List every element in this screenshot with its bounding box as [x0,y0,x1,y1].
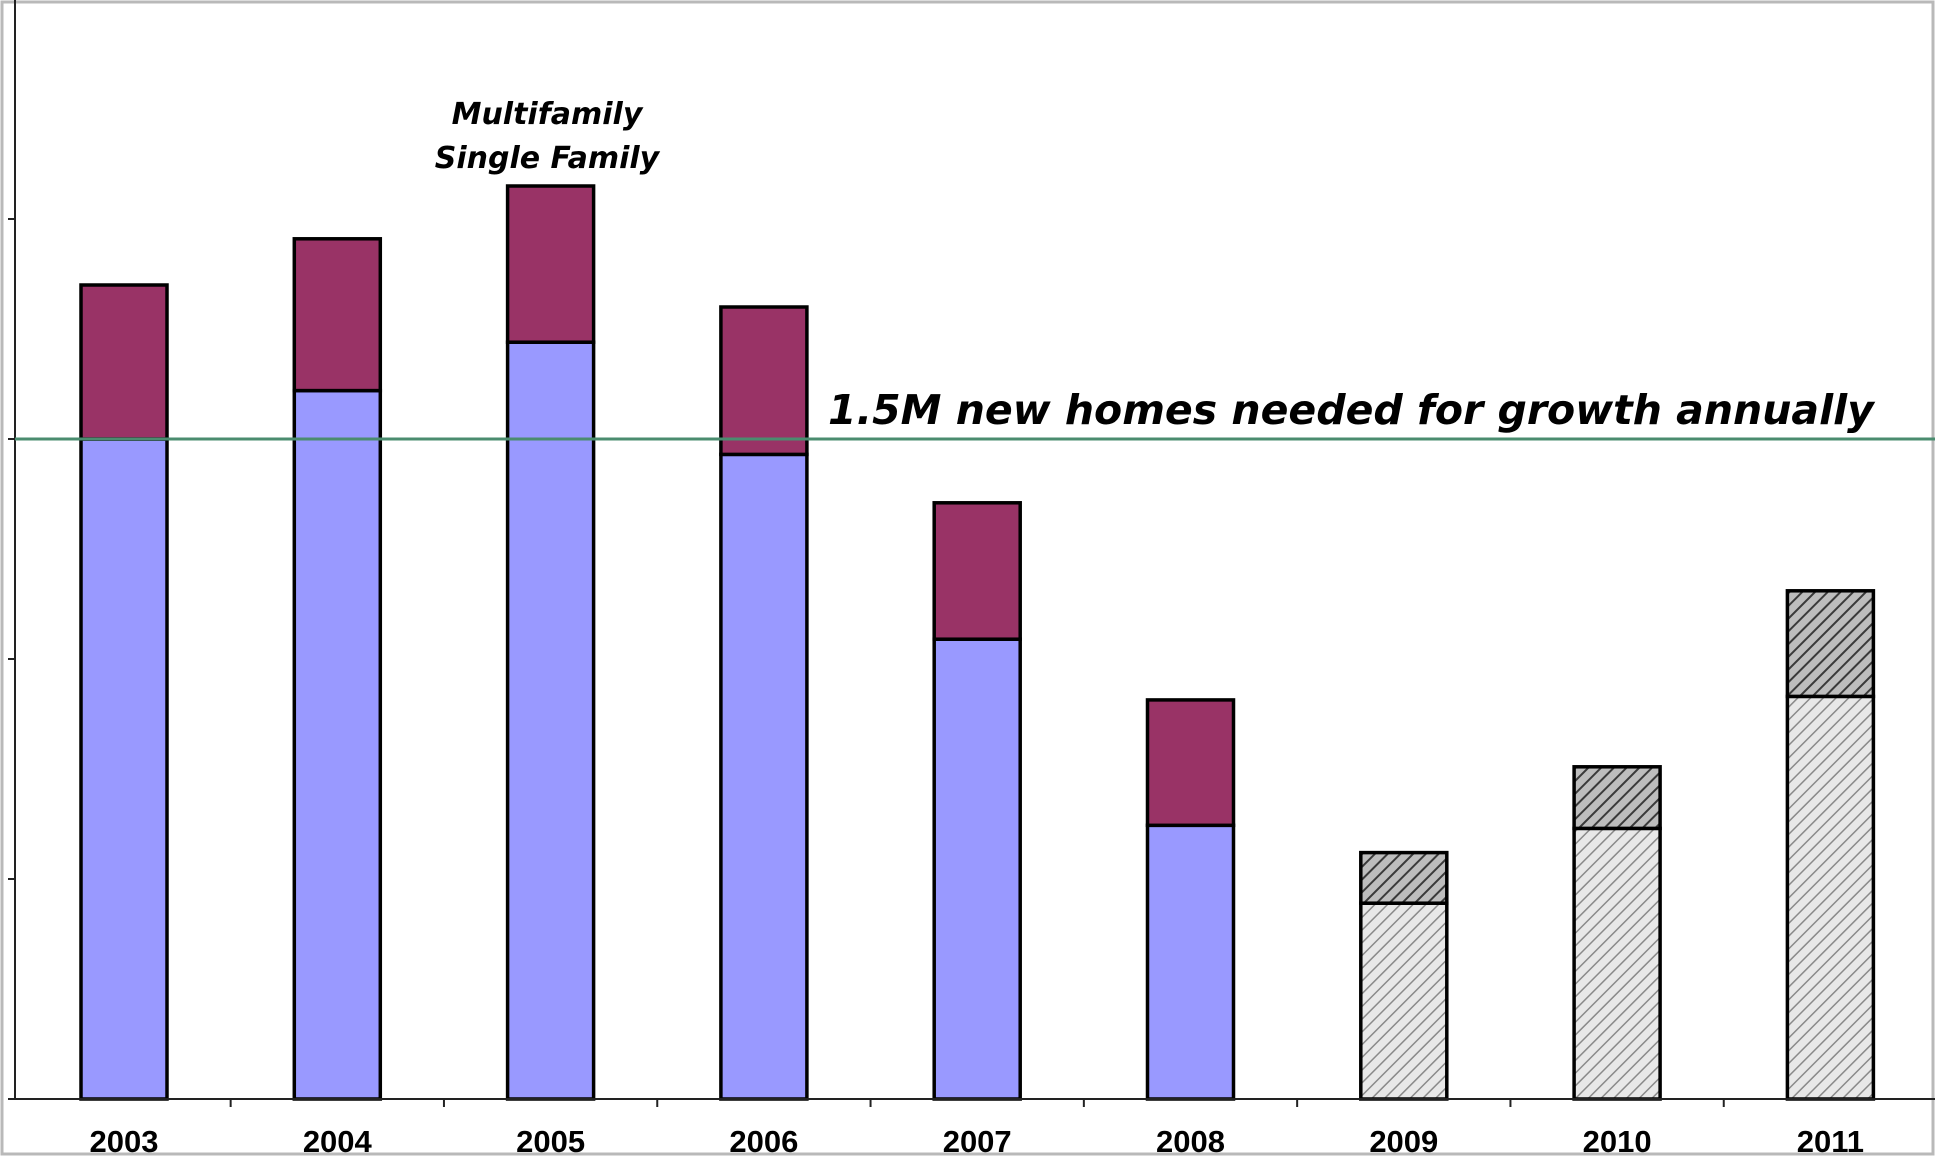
bar-multifamily-2007 [932,501,1022,641]
x-tick-labels-layer: 2003 2004 2005 2006 2007 2008 2009 2010 2011 [90,1124,1865,1159]
y-ticks-layer [8,218,15,880]
x-ticks-layer [229,1099,1725,1107]
bars-layer [79,184,1876,1101]
x-tick-label-2007: 2007 [943,1124,1012,1156]
x-tick-label-2011: 2011 [1797,1124,1864,1156]
x-tick-label-2009: 2009 [1369,1124,1438,1156]
bar-multifamily-2011 [1785,589,1876,699]
legend-single-family: Single Family [435,141,661,176]
legend-multifamily: Multifamily [452,97,644,132]
reference-line-label: 1.5M new homes needed for growth annuall… [828,386,1876,434]
bar-multifamily-2008 [1145,698,1236,828]
x-tick-label-2004: 2004 [303,1124,373,1156]
bar-single-family-2011 [1785,694,1876,1101]
bar-multifamily-2005 [505,184,596,344]
bar-single-family-2004 [292,388,383,1101]
bar-single-family-2007 [932,637,1022,1101]
bar-multifamily-2010 [1572,765,1662,831]
bar-single-family-2003 [79,437,169,1101]
bar-single-family-2009 [1359,901,1449,1101]
x-tick-label-2006: 2006 [729,1124,798,1156]
x-tick-label-2008: 2008 [1156,1124,1225,1156]
bar-multifamily-2003 [79,283,169,441]
bar-multifamily-2004 [292,237,383,393]
bar-single-family-2006 [719,452,809,1101]
bar-multifamily-2006 [719,305,809,457]
x-tick-label-2010: 2010 [1583,1124,1652,1156]
bar-single-family-2005 [505,340,596,1101]
bar-multifamily-2009 [1359,850,1449,905]
x-tick-label-2005: 2005 [516,1124,585,1156]
x-tick-label-2003: 2003 [90,1124,159,1156]
bar-single-family-2008 [1145,823,1236,1101]
bar-single-family-2010 [1572,826,1662,1101]
